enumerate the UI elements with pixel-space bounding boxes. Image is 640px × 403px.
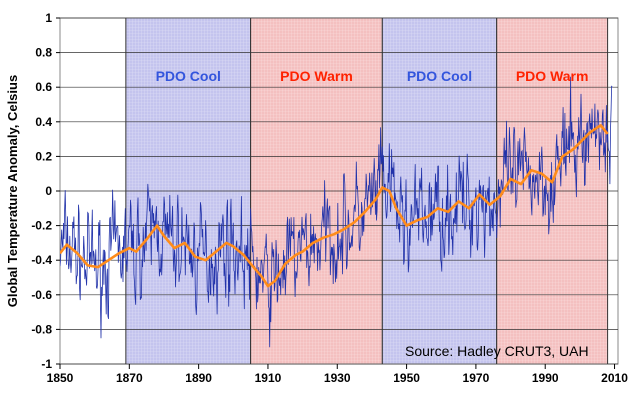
- y-tick-label: -0.2: [31, 219, 52, 233]
- smoothed-anomaly-line: [60, 124, 609, 288]
- period-label-warm: PDO Warm: [280, 68, 353, 84]
- y-tick-label: 0.4: [35, 115, 52, 129]
- monthly-series: [60, 76, 613, 348]
- period-label-warm: PDO Warm: [516, 68, 589, 84]
- y-axis-label: Global Temperature Anomaly, Celsius: [5, 75, 20, 307]
- source-note: Source: Hadley CRUT3, UAH: [405, 343, 589, 359]
- period-labels: PDO Cool PDO Warm PDO Cool PDO Warm: [156, 68, 589, 84]
- y-tick-label: 1: [45, 11, 52, 25]
- period-label-cool: PDO Cool: [407, 68, 472, 84]
- y-tick-label: -0.6: [31, 288, 52, 302]
- monthly-anomaly-line: [60, 76, 613, 348]
- y-tick-label: 0.8: [35, 46, 52, 60]
- y-tick-label: 0.2: [35, 149, 52, 163]
- x-tick-label: 1870: [116, 371, 143, 385]
- smoothed-series: [60, 124, 609, 288]
- x-tick-label: 1910: [255, 371, 282, 385]
- x-tick-label: 1970: [463, 371, 490, 385]
- y-axis-ticks: -1 -0.8 -0.6 -0.4 -0.2 0 0.2 0.4 0.6 0.8 1: [31, 11, 60, 371]
- y-tick-label: -0.8: [31, 322, 52, 336]
- x-tick-label: 1930: [324, 371, 351, 385]
- y-tick-label: 0: [45, 184, 52, 198]
- x-axis-ticks: 1850 1870 1890 1910 1930 1950 1970 1990 2010: [47, 364, 628, 385]
- x-tick-label: 1890: [185, 371, 212, 385]
- y-tick-label: -0.4: [31, 253, 52, 267]
- x-tick-label: 2010: [601, 371, 628, 385]
- x-tick-label: 1990: [532, 371, 559, 385]
- x-tick-label: 1850: [47, 371, 74, 385]
- y-tick-label: 0.6: [35, 80, 52, 94]
- period-label-cool: PDO Cool: [156, 68, 221, 84]
- x-tick-label: 1950: [393, 371, 420, 385]
- y-tick-label: -1: [41, 357, 52, 371]
- gridlines: [60, 17, 618, 365]
